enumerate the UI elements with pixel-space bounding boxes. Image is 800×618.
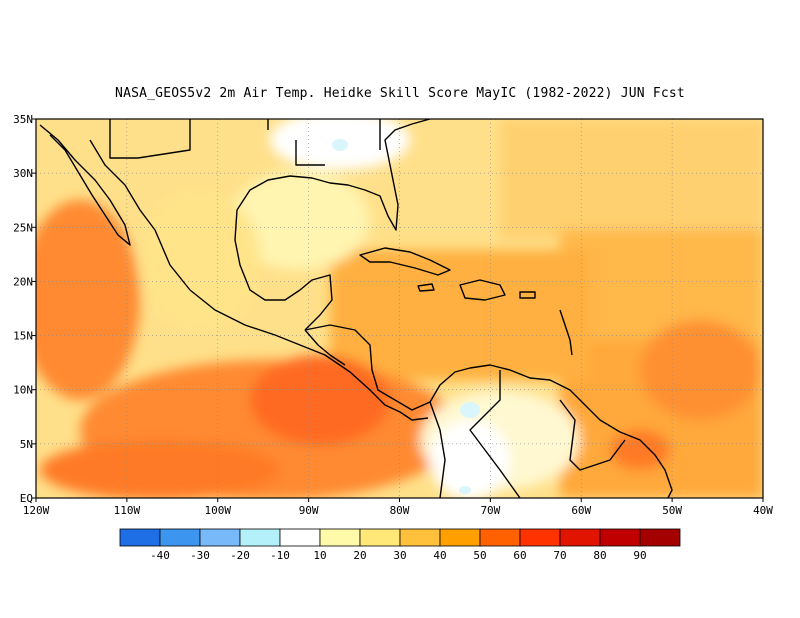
colorbar-swatch [319, 528, 361, 547]
field-mexico [140, 190, 260, 330]
y-tick-label: EQ [20, 492, 33, 505]
chart-title: NASA_GEOS5v2 2m Air Temp. Heidke Skill S… [115, 86, 685, 101]
colorbar-label: -20 [230, 549, 250, 562]
colorbar-swatch [359, 528, 401, 547]
coast-puerto-rico [519, 291, 536, 299]
colorbar-label: -10 [270, 549, 290, 562]
colorbar-label: 60 [513, 549, 526, 562]
coastlines [39, 119, 673, 498]
y-tick-label: 20N [13, 275, 33, 288]
colorbar-label: 50 [473, 549, 486, 562]
colorbar-swatch [199, 528, 241, 547]
coast-mexico-pacific [89, 139, 429, 421]
x-tick-label: 50W [662, 504, 682, 517]
border-us-states [267, 119, 381, 166]
field-atlantic-east [640, 320, 760, 420]
field-spot-3 [459, 486, 471, 494]
coast-cuba [359, 247, 451, 276]
colorbar: -40 -30 -20 -10 10 20 30 40 50 60 70 80 90 [119, 528, 681, 562]
y-tick-label: 25N [13, 221, 33, 234]
coast-central-america [304, 324, 431, 411]
colorbar-swatch [559, 528, 601, 547]
colorbar-swatch [159, 528, 201, 547]
y-tick-label: 15N [13, 330, 33, 343]
coast-south-america [429, 364, 673, 498]
x-tick-label: 70W [480, 504, 500, 517]
coast-baja [39, 124, 131, 246]
colorbar-label: 40 [433, 549, 446, 562]
coast-us-gulf [236, 119, 431, 231]
coast-lesser-antilles [559, 309, 573, 356]
field-caribbean [330, 250, 590, 380]
y-axis: 35N 30N 25N 20N 15N 10N 5N EQ [13, 113, 36, 505]
field-spot-2 [332, 139, 348, 151]
field-atlantic-north [500, 119, 763, 239]
border-us-mexico [109, 119, 191, 159]
field-gulf [230, 170, 370, 270]
x-tick-label: 100W [205, 504, 232, 517]
x-tick-label: 80W [390, 504, 410, 517]
colorbar-label: 20 [353, 549, 366, 562]
border-central-america [304, 329, 346, 366]
border-south-america-2 [469, 370, 521, 498]
field-spot-1 [460, 402, 480, 418]
colorbar-swatch [399, 528, 441, 547]
y-tick-label: 10N [13, 384, 33, 397]
field-pacific-core [250, 355, 390, 445]
colorbar-swatch [239, 528, 281, 547]
colorbar-swatch [279, 528, 321, 547]
colorbar-swatch [599, 528, 641, 547]
border-south-america-3 [559, 399, 626, 471]
border-south-america-1 [429, 401, 446, 498]
x-tick-label: 90W [299, 504, 319, 517]
field-pacific-west [36, 200, 140, 400]
x-tick-label: 110W [114, 504, 141, 517]
field-pacific-southwest [40, 440, 280, 498]
x-tick-label: 40W [753, 504, 773, 517]
skill-field [36, 119, 763, 498]
colorbar-swatch [439, 528, 481, 547]
colorbar-swatch [639, 528, 681, 547]
field-amazon [430, 420, 510, 498]
x-tick-label: 120W [23, 504, 50, 517]
y-tick-label: 5N [20, 438, 33, 451]
y-tick-label: 35N [13, 113, 33, 126]
plot-area [36, 119, 763, 498]
x-axis: 120W 110W 100W 90W 80W 70W 60W 50W 40W [23, 498, 773, 517]
colorbar-label: 70 [553, 549, 566, 562]
colorbar-label: -30 [190, 549, 210, 562]
coast-hispaniola [459, 279, 506, 301]
colorbar-swatch [479, 528, 521, 547]
colorbar-label: 80 [593, 549, 606, 562]
colorbar-label: 30 [393, 549, 406, 562]
colorbar-swatch [519, 528, 561, 547]
colorbar-label: 90 [633, 549, 646, 562]
coast-mexico-gulf [234, 209, 333, 331]
colorbar-label: 10 [313, 549, 326, 562]
colorbar-swatch [119, 528, 161, 547]
x-tick-label: 60W [571, 504, 591, 517]
coast-jamaica [417, 283, 435, 292]
y-tick-label: 30N [13, 167, 33, 180]
colorbar-label: -40 [150, 549, 170, 562]
